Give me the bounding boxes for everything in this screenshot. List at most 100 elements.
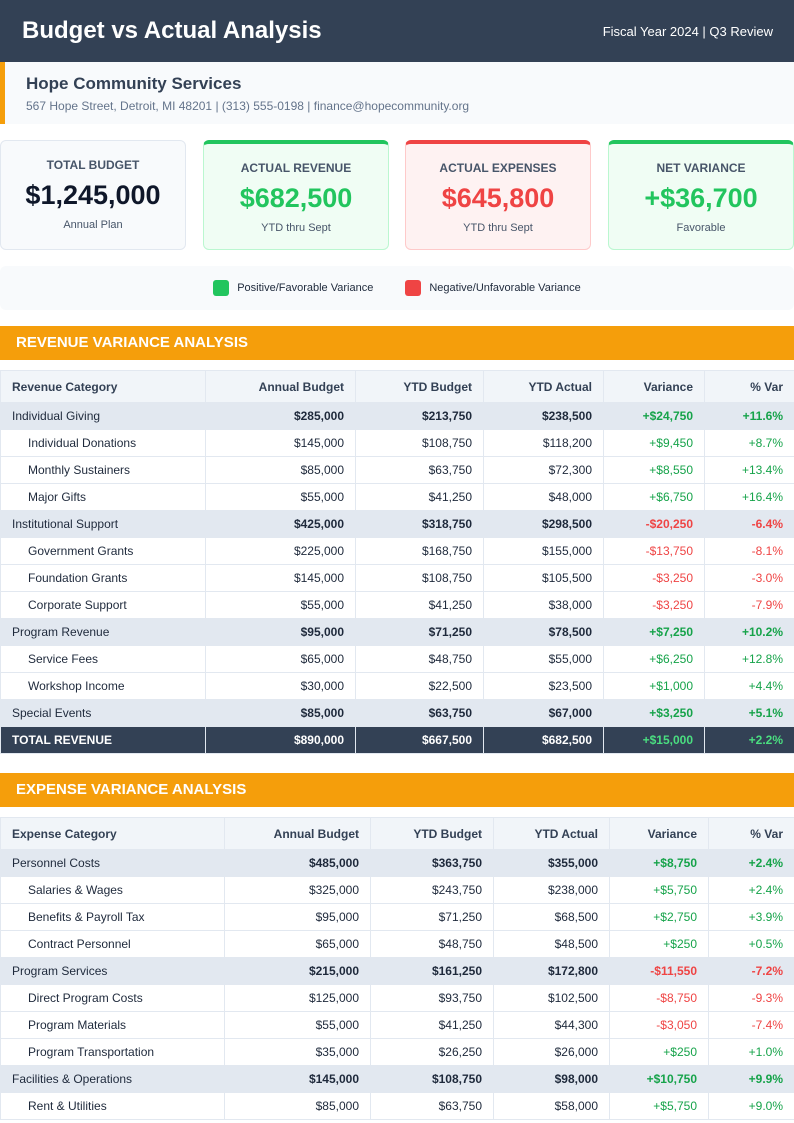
- value-cell: +9.0%: [708, 1092, 794, 1120]
- value-cell: +13.4%: [704, 456, 794, 484]
- value-cell: $238,500: [483, 402, 604, 430]
- kpi-label: NET VARIANCE: [656, 161, 746, 175]
- category-cell: Salaries & Wages: [0, 876, 225, 904]
- value-cell: $65,000: [205, 645, 356, 673]
- category-cell: Facilities & Operations: [0, 1065, 225, 1093]
- group-row: Individual Giving $285,000 $213,750 $238,50…: [0, 402, 794, 430]
- legend-swatch: [405, 280, 422, 296]
- value-cell: $108,750: [355, 564, 484, 592]
- category-cell: Rent & Utilities: [0, 1092, 225, 1120]
- column-header: YTD Budget: [370, 817, 494, 850]
- value-cell: $161,250: [370, 957, 494, 985]
- kpi-value: $682,500: [239, 183, 353, 213]
- value-cell: $243,750: [370, 876, 494, 904]
- value-cell: -$8,750: [609, 984, 709, 1012]
- item-row: Individual Donations $145,000 $108,750 $118…: [0, 429, 794, 457]
- value-cell: +8.7%: [704, 429, 794, 457]
- value-cell: $55,000: [224, 1011, 371, 1039]
- legend-label: Positive/Favorable Variance: [237, 281, 374, 294]
- kpi-note: YTD thru Sept: [463, 222, 533, 234]
- value-cell: +$8,750: [609, 849, 709, 877]
- kpi-note: Favorable: [676, 222, 726, 234]
- value-cell: $93,750: [370, 984, 494, 1012]
- item-row: Program Materials $55,000 $41,250 $44,300 -$…: [0, 1011, 794, 1039]
- value-cell: +2.4%: [708, 849, 794, 877]
- value-cell: $98,000: [493, 1065, 610, 1093]
- value-cell: $23,500: [483, 672, 604, 700]
- kpi-label: TOTAL BUDGET: [46, 158, 140, 172]
- value-cell: $72,300: [483, 456, 604, 484]
- value-cell: $55,000: [205, 483, 356, 511]
- value-cell: +3.9%: [708, 903, 794, 931]
- value-cell: $58,000: [493, 1092, 610, 1120]
- value-cell: $35,000: [224, 1038, 371, 1066]
- column-header: % Var: [708, 817, 794, 850]
- kpi-card: TOTAL BUDGET $1,245,000 Annual Plan: [0, 140, 186, 250]
- column-header: % Var: [704, 370, 794, 403]
- column-header: Variance: [609, 817, 709, 850]
- value-cell: $41,250: [355, 591, 484, 619]
- organization: Hope Community Services 567 Hope Street,…: [0, 62, 794, 124]
- value-cell: $26,250: [370, 1038, 494, 1066]
- item-row: Rent & Utilities $85,000 $63,750 $58,000 +$5…: [0, 1092, 794, 1120]
- value-cell: $102,500: [493, 984, 610, 1012]
- value-cell: $41,250: [355, 483, 484, 511]
- value-cell: +$6,250: [603, 645, 705, 673]
- value-cell: $155,000: [483, 537, 604, 565]
- legend-label: Negative/Unfavorable Variance: [429, 281, 581, 294]
- value-cell: $48,750: [355, 645, 484, 673]
- value-cell: $363,750: [370, 849, 494, 877]
- value-cell: +$250: [609, 930, 709, 958]
- value-cell: $298,500: [483, 510, 604, 538]
- value-cell: +$5,750: [609, 1092, 709, 1120]
- value-cell: +2.2%: [704, 726, 794, 754]
- item-row: Workshop Income $30,000 $22,500 $23,500 +$1,…: [0, 672, 794, 700]
- value-cell: $168,750: [355, 537, 484, 565]
- kpi-note: YTD thru Sept: [261, 222, 331, 234]
- value-cell: $78,500: [483, 618, 604, 646]
- group-row: Program Services $215,000 $161,250 $172,800…: [0, 957, 794, 985]
- kpi-card: ACTUAL REVENUE $682,500 YTD thru Sept: [203, 140, 389, 250]
- column-header: Revenue Category: [0, 370, 206, 403]
- category-cell: Program Materials: [0, 1011, 225, 1039]
- org-name: Hope Community Services: [26, 74, 242, 93]
- header-row: Revenue Category Annual Budget YTD Budget Y…: [0, 370, 794, 403]
- category-cell: Institutional Support: [0, 510, 206, 538]
- value-cell: $125,000: [224, 984, 371, 1012]
- value-cell: $145,000: [205, 564, 356, 592]
- value-cell: -7.4%: [708, 1011, 794, 1039]
- category-cell: Corporate Support: [0, 591, 206, 619]
- value-cell: +$6,750: [603, 483, 705, 511]
- value-cell: $26,000: [493, 1038, 610, 1066]
- column-header: Annual Budget: [205, 370, 356, 403]
- legend-item: Positive/Favorable Variance: [213, 280, 373, 296]
- value-cell: $63,750: [355, 456, 484, 484]
- value-cell: -$20,250: [603, 510, 705, 538]
- value-cell: +$2,750: [609, 903, 709, 931]
- value-cell: +0.5%: [708, 930, 794, 958]
- section-header: REVENUE VARIANCE ANALYSIS: [0, 326, 794, 360]
- kpi-label: ACTUAL REVENUE: [240, 161, 352, 175]
- value-cell: $225,000: [205, 537, 356, 565]
- section-header: EXPENSE VARIANCE ANALYSIS: [0, 773, 794, 807]
- legend-item: Negative/Unfavorable Variance: [405, 280, 581, 296]
- value-cell: +10.2%: [704, 618, 794, 646]
- value-cell: +$5,750: [609, 876, 709, 904]
- category-cell: Foundation Grants: [0, 564, 206, 592]
- value-cell: -$11,550: [609, 957, 709, 985]
- value-cell: $67,000: [483, 699, 604, 727]
- item-row: Foundation Grants $145,000 $108,750 $105,50…: [0, 564, 794, 592]
- header: Budget vs Actual Analysis Fiscal Year 20…: [0, 0, 794, 62]
- value-cell: $215,000: [224, 957, 371, 985]
- value-cell: +$3,250: [603, 699, 705, 727]
- value-cell: $63,750: [370, 1092, 494, 1120]
- kpi-note: Annual Plan: [63, 219, 123, 231]
- kpi-value: +$36,700: [644, 183, 758, 213]
- item-row: Service Fees $65,000 $48,750 $55,000 +$6,250…: [0, 645, 794, 673]
- value-cell: +16.4%: [704, 483, 794, 511]
- category-cell: Program Transportation: [0, 1038, 225, 1066]
- value-cell: $108,750: [370, 1065, 494, 1093]
- value-cell: $105,500: [483, 564, 604, 592]
